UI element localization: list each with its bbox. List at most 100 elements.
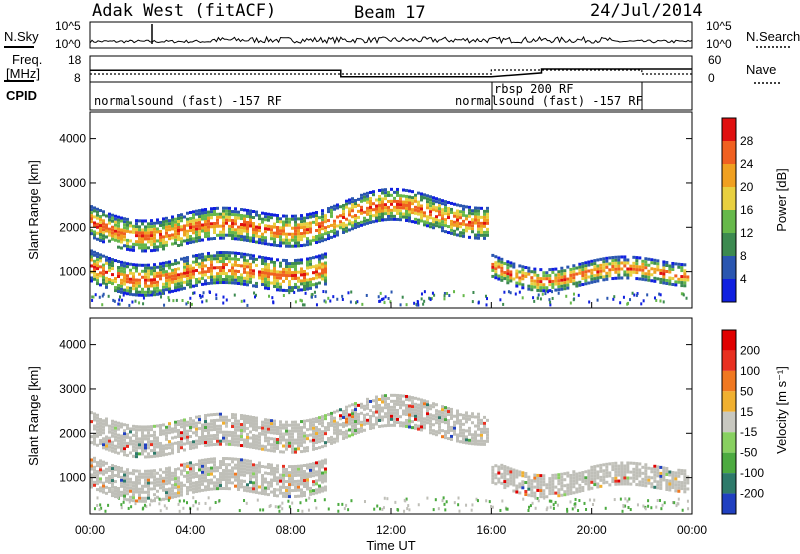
echo-cell [405,403,408,407]
echo-cell [569,485,573,489]
echo-cell [270,472,273,476]
echo-cell [114,435,117,439]
echo-cell [228,257,231,261]
echo-cell [363,419,366,423]
echo-cell [234,251,237,255]
echo-cell [635,477,639,481]
echo-cell [192,219,195,223]
echo-cell [668,270,672,274]
echo-cell [369,199,372,203]
echo-cell [255,484,258,488]
echo-cell [141,287,144,291]
echo-cell [387,420,390,424]
echo-cell [626,476,630,480]
echo-cell [327,437,330,441]
echo-cell [213,466,216,470]
echo-cell [503,271,507,275]
echo-cell [177,488,180,492]
echo-cell [321,233,324,237]
echo-cell [638,277,642,281]
echo-cell [231,281,234,285]
echo-cell [393,414,396,418]
echo-cell [426,496,429,500]
echo-cell [138,475,141,479]
echo-cell [171,268,174,272]
echo-cell [650,506,653,510]
echo-cell [343,507,346,511]
echo-cell [548,274,552,278]
echo-cell [186,474,189,478]
echo-cell [626,273,630,277]
echo-cell [309,262,312,266]
echo-cell [420,416,423,420]
echo-cell [282,226,285,230]
echo-cell [102,225,105,229]
echo-cell [159,480,162,484]
echo-cell [438,198,441,202]
echo-cell [521,274,525,278]
echo-cell [324,217,327,221]
echo-cell [267,227,270,231]
echo-cell [123,450,126,454]
echo-cell [552,506,555,510]
echo-cell [378,206,381,210]
echo-cell [557,473,561,477]
echo-cell [267,284,270,288]
echo-cell [626,467,630,471]
echo-cell [507,290,510,294]
echo-cell [303,303,306,307]
echo-cell [345,202,348,206]
echo-cell [486,297,489,301]
echo-cell [503,480,507,484]
echo-cell [147,222,150,226]
echo-cell [375,216,378,220]
echo-cell [590,274,594,278]
echo-cell [264,480,267,484]
echo-cell [606,296,609,300]
echo-cell [279,435,282,439]
echo-cell [270,213,273,217]
echo-cell [135,469,138,473]
echo-cell [105,282,108,286]
echo-cell [198,277,201,281]
echo-cell [117,421,120,425]
echo-cell [100,506,103,510]
echo-cell [276,279,279,283]
echo-cell [360,199,363,203]
echo-cell [219,224,222,228]
echo-cell [291,450,294,454]
echo-cell [111,422,114,426]
echo-cell [201,264,204,268]
echo-cell [420,398,423,402]
echo-cell [102,292,105,296]
echo-cell [477,230,480,234]
echo-cell [617,267,621,271]
echo-cell [300,299,303,303]
echo-cell [240,273,243,277]
echo-cell [369,417,372,421]
echo-cell [216,266,219,270]
echo-cell [612,297,615,301]
echo-cell [120,234,123,238]
echo-cell [285,495,288,499]
echo-cell [623,273,627,277]
echo-cell [237,275,240,279]
echo-cell [252,472,255,476]
echo-cell [435,430,438,434]
echo-cell [270,463,273,467]
echo-cell [222,209,225,213]
echo-cell [138,446,141,450]
echo-cell [599,469,603,473]
echo-cell [459,210,462,214]
echo-cell [237,281,240,285]
echo-cell [282,476,285,480]
echo-cell [132,263,135,267]
echo-cell [345,411,348,415]
echo-cell [423,399,426,403]
echo-cell [237,487,240,491]
echo-cell [656,265,660,269]
echo-cell [273,225,276,229]
echo-cell [213,481,216,485]
echo-cell [156,489,159,493]
echo-cell [96,282,99,286]
